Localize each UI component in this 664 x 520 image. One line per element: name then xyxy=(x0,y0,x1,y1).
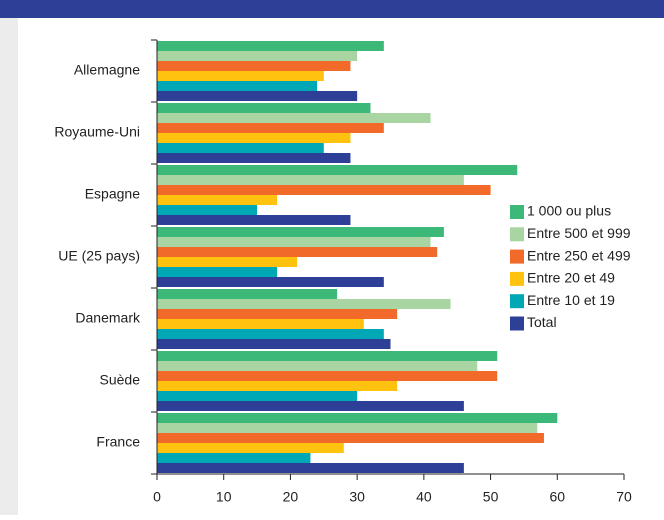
bar xyxy=(157,81,318,91)
legend-swatch xyxy=(510,294,524,309)
bar xyxy=(157,257,298,267)
bar xyxy=(157,175,464,185)
bar xyxy=(157,361,478,371)
bar xyxy=(157,143,324,153)
bar xyxy=(157,413,558,423)
y-tick-label: France xyxy=(96,434,140,450)
bar xyxy=(157,103,371,113)
bar xyxy=(157,453,311,463)
bar xyxy=(157,185,491,195)
bar xyxy=(157,433,544,443)
y-tick-label: Royaume-Uni xyxy=(54,124,140,140)
legend-label: Entre 500 et 999 xyxy=(527,225,631,241)
bar xyxy=(157,443,344,453)
bar xyxy=(157,339,391,349)
bar xyxy=(157,113,431,123)
legend-label: Entre 250 et 499 xyxy=(527,247,631,263)
bar xyxy=(157,371,498,381)
legend-swatch xyxy=(510,249,524,264)
bar xyxy=(157,401,464,411)
legend-swatch xyxy=(510,205,524,219)
legend-label: Entre 20 et 49 xyxy=(527,270,615,286)
legend-swatch xyxy=(510,316,524,331)
bar xyxy=(157,165,518,175)
y-tick-label: UE (25 pays) xyxy=(58,248,140,264)
bar xyxy=(157,423,538,433)
bar xyxy=(157,309,398,319)
bar xyxy=(157,267,278,277)
y-tick-label: Suède xyxy=(100,372,141,388)
x-tick-label: 40 xyxy=(416,489,432,505)
bar xyxy=(157,61,351,71)
bar xyxy=(157,391,358,401)
legend-label: Total xyxy=(527,314,557,330)
bar xyxy=(157,51,358,61)
legend-label: Entre 10 et 19 xyxy=(527,292,615,308)
bar xyxy=(157,319,364,329)
y-tick-label: Espagne xyxy=(85,186,140,202)
bar xyxy=(157,237,431,247)
bar xyxy=(157,227,444,237)
y-tick-label: Allemagne xyxy=(74,62,140,78)
x-tick-label: 50 xyxy=(483,489,499,505)
bar xyxy=(157,133,351,143)
legend-swatch xyxy=(510,271,524,286)
x-tick-label: 10 xyxy=(216,489,232,505)
x-tick-label: 0 xyxy=(153,489,161,505)
bar xyxy=(157,299,451,309)
x-tick-label: 60 xyxy=(549,489,565,505)
bar xyxy=(157,195,278,205)
x-tick-label: 70 xyxy=(616,489,632,505)
y-tick-label: Danemark xyxy=(75,310,141,326)
bar xyxy=(157,205,258,215)
bar xyxy=(157,71,324,81)
legend-label: 1 000 ou plus xyxy=(527,203,611,219)
x-tick-label: 20 xyxy=(283,489,299,505)
bar xyxy=(157,351,498,361)
x-tick-label: 30 xyxy=(349,489,365,505)
bar xyxy=(157,123,384,133)
bar xyxy=(157,329,384,339)
bar xyxy=(157,153,351,163)
bar xyxy=(157,381,398,391)
bar xyxy=(157,247,438,257)
bar xyxy=(157,41,384,51)
bar xyxy=(157,215,351,225)
legend-swatch xyxy=(510,227,524,242)
bar xyxy=(157,463,464,473)
bar xyxy=(157,91,358,101)
bar xyxy=(157,277,384,287)
bar xyxy=(157,289,338,299)
top-band xyxy=(0,0,664,18)
